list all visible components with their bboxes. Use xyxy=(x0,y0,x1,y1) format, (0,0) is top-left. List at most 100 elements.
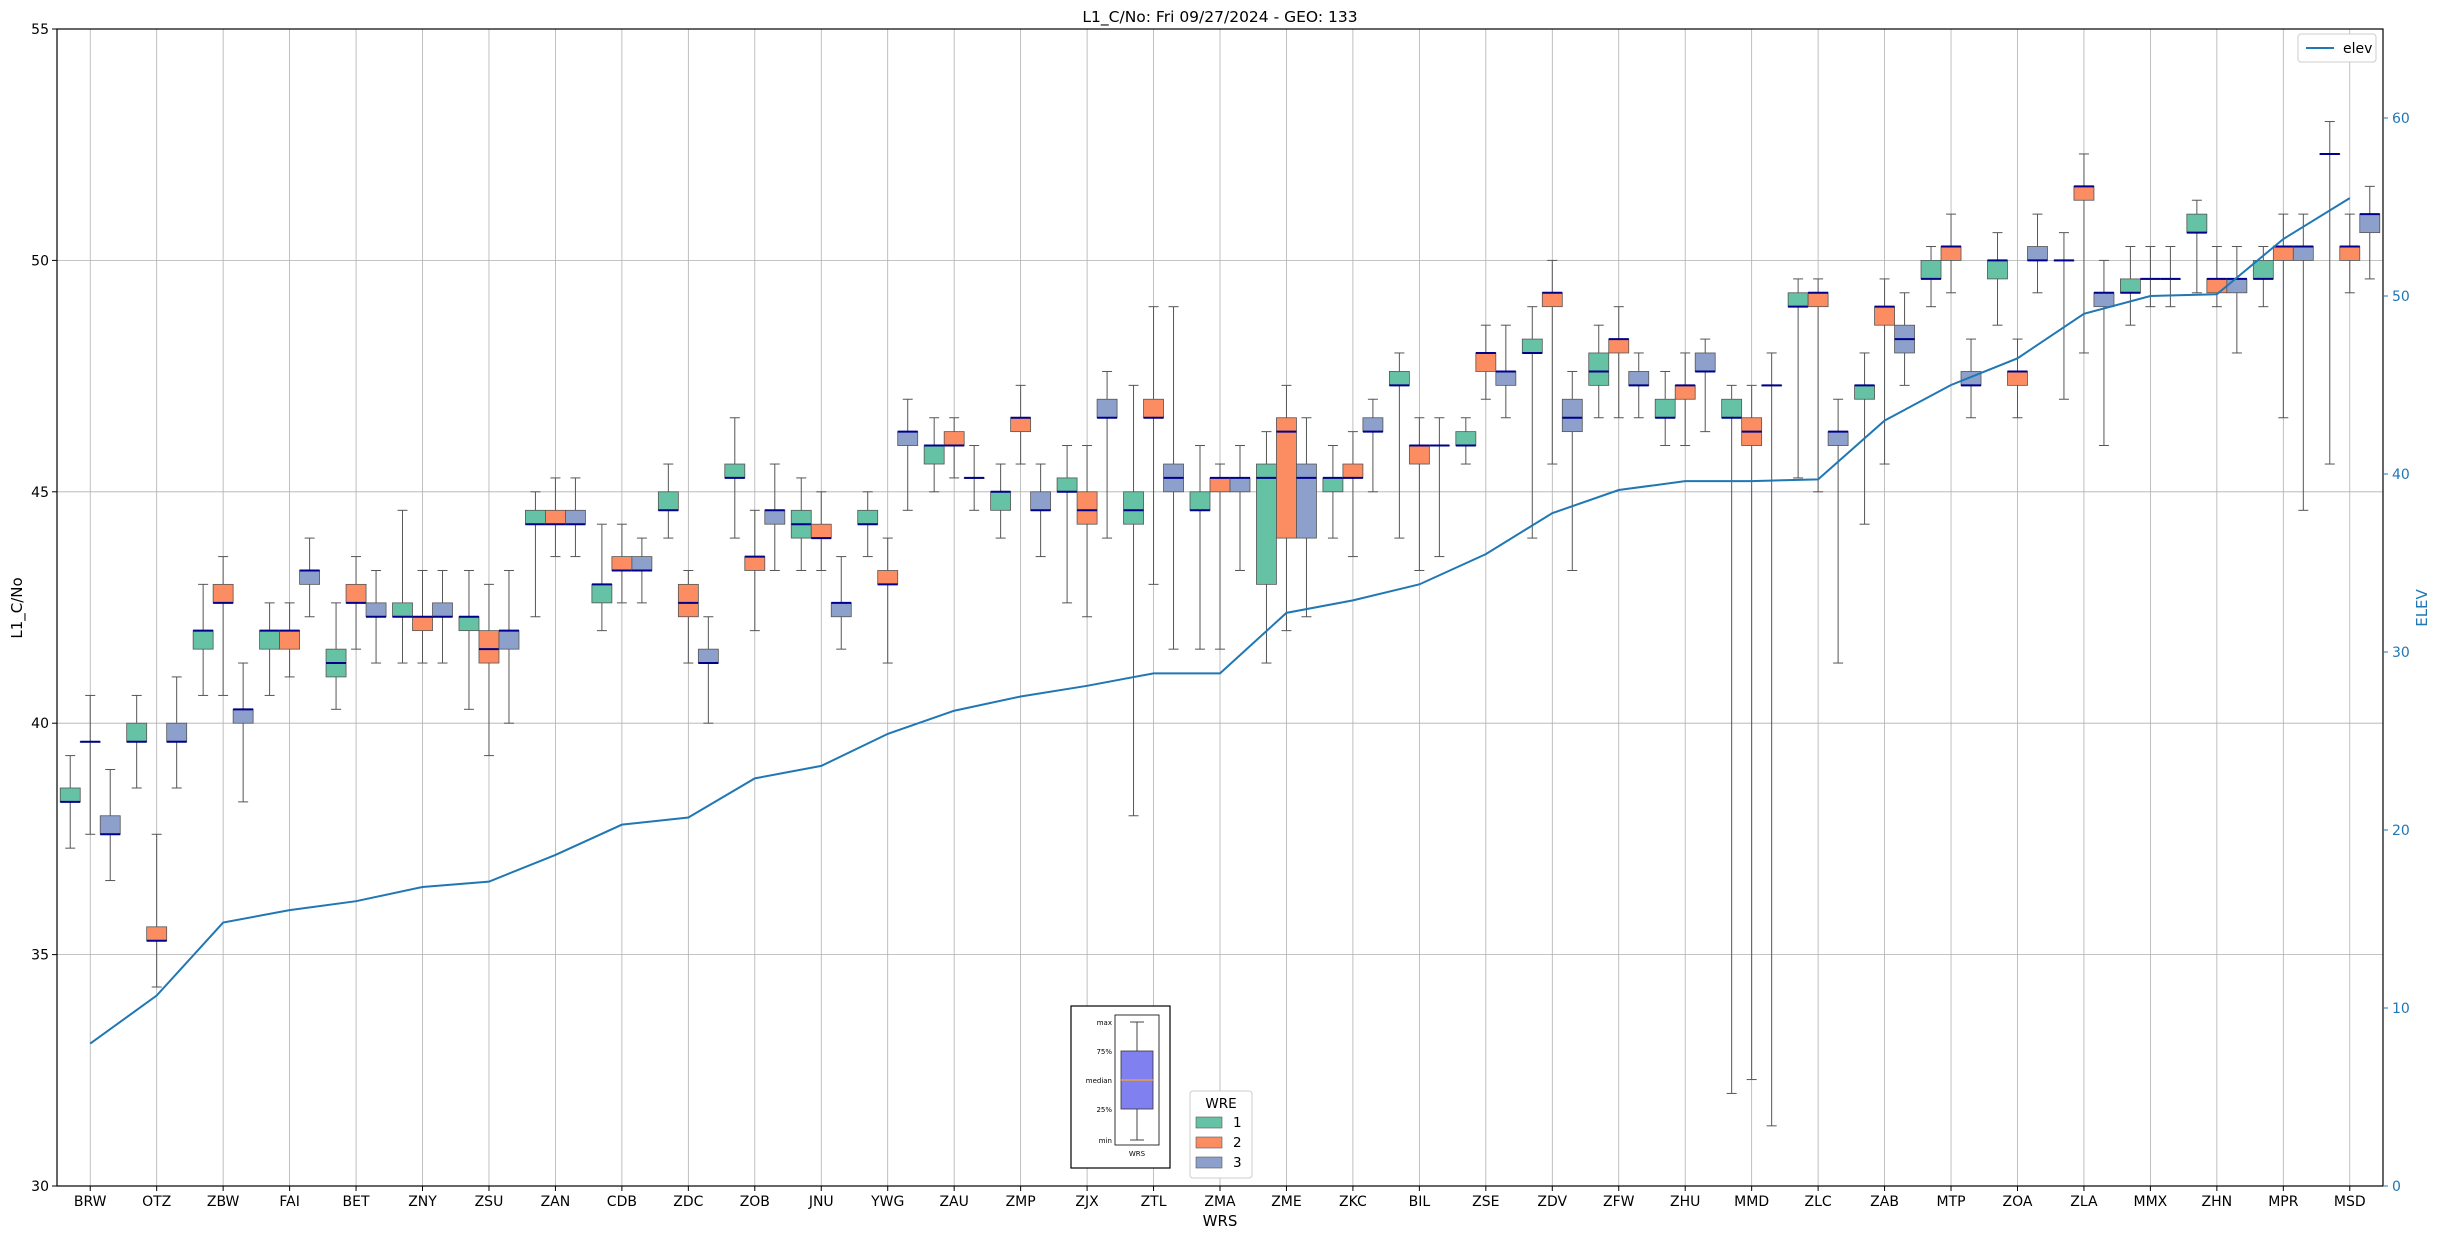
inset-x-label: WRS xyxy=(1129,1150,1146,1158)
box-1 xyxy=(2252,259,2274,280)
x-tick-label: ZHU xyxy=(1670,1194,1700,1210)
box-2 xyxy=(2272,246,2294,261)
box-2 xyxy=(744,556,766,571)
box-2 xyxy=(810,523,832,539)
x-tick-label: MMX xyxy=(2134,1194,2168,1210)
box-3 xyxy=(1296,463,1317,539)
box-2 xyxy=(1674,384,1696,400)
y-tick-label: 30 xyxy=(31,1179,49,1195)
box-1 xyxy=(59,787,81,803)
x-tick-label: ZOB xyxy=(740,1194,770,1210)
x-tick-label: ZFW xyxy=(1603,1194,1635,1210)
box-2 xyxy=(1475,352,1497,372)
y-tick-label: 35 xyxy=(31,948,49,964)
box-1 xyxy=(192,630,214,650)
wre-legend-swatch xyxy=(1195,1156,1223,1169)
box-2 xyxy=(1209,477,1231,493)
y-axis-label: L1_C/No xyxy=(8,577,27,638)
x-tick-label: YWG xyxy=(870,1194,904,1210)
x-tick-label: FAI xyxy=(279,1194,299,1210)
box-2 xyxy=(1807,292,1829,308)
x-tick-label: ZDC xyxy=(673,1194,703,1210)
y2-tick-label: 30 xyxy=(2392,645,2410,661)
box-3 xyxy=(1030,491,1052,511)
box-1 xyxy=(1787,292,1809,308)
y2-tick-label: 50 xyxy=(2392,289,2410,305)
box-3 xyxy=(166,722,188,743)
box-1 xyxy=(392,602,413,618)
x-tick-label: BRW xyxy=(74,1194,107,1210)
box-1 xyxy=(1521,338,1543,354)
x-tick-label: ZAU xyxy=(939,1194,968,1210)
x-axis: BRW OTZ ZBW FAI BET ZNY ZSU ZAN CDB ZDC ZOB JNU YWG Z… xyxy=(74,1186,2366,1210)
x-tick-label: ZTL xyxy=(1141,1194,1167,1210)
box-1 xyxy=(1854,384,1875,400)
x-axis-label: WRS xyxy=(1203,1212,1238,1230)
box-1 xyxy=(657,491,679,511)
box-2 xyxy=(478,630,500,664)
inset-label-median: median xyxy=(1086,1077,1112,1085)
box-3 xyxy=(2093,292,2115,308)
box-2 xyxy=(212,583,234,604)
box-2 xyxy=(1342,463,1364,479)
x-tick-label: ZLA xyxy=(2070,1194,2098,1210)
box-3 xyxy=(1229,477,1251,493)
box-1 xyxy=(1920,259,1942,280)
box-2 xyxy=(1010,417,1032,433)
x-tick-label: ZSU xyxy=(475,1194,504,1210)
x-tick-label: OTZ xyxy=(142,1194,171,1210)
x-tick-label: ZNY xyxy=(408,1194,437,1210)
box-3 xyxy=(299,570,321,585)
box-3 xyxy=(99,815,121,835)
y2-axis-label: ELEV xyxy=(2413,588,2431,626)
box-2 xyxy=(279,630,301,650)
box-2 xyxy=(2007,371,2028,386)
box-3 xyxy=(2027,246,2048,261)
box-2 xyxy=(545,509,566,525)
x-tick-label: MMD xyxy=(1734,1194,1769,1210)
box-2 xyxy=(611,556,633,571)
x-tick-label: ZOA xyxy=(2003,1194,2033,1210)
box-2 xyxy=(877,570,899,585)
box-3 xyxy=(498,630,520,650)
wre-legend-frame xyxy=(1189,1090,1253,1179)
wre-legend-label: 2 xyxy=(1233,1135,1242,1151)
box-3 xyxy=(1362,417,1384,433)
box-3 xyxy=(830,602,852,618)
box-1 xyxy=(1654,398,1676,419)
x-tick-label: ZMA xyxy=(1204,1194,1236,1210)
wre-legend-label: 3 xyxy=(1233,1155,1242,1171)
box-2 xyxy=(1143,398,1164,419)
box-1 xyxy=(1123,491,1144,525)
box-1 xyxy=(1256,463,1277,585)
box-2 xyxy=(1541,292,1563,308)
box-1 xyxy=(2119,278,2141,294)
box-1 xyxy=(259,630,281,650)
box-3 xyxy=(697,648,719,664)
x-tick-label: ZBW xyxy=(207,1194,240,1210)
wre-legend-swatch xyxy=(1195,1116,1223,1129)
x-tick-label: ZMP xyxy=(1006,1194,1036,1210)
x-tick-label: MTP xyxy=(1936,1194,1965,1210)
box-3 xyxy=(1628,371,1650,386)
box-3 xyxy=(432,602,453,618)
y-tick-label: 55 xyxy=(31,22,49,38)
x-tick-label: MSD xyxy=(2334,1194,2366,1210)
x-tick-label: ZAB xyxy=(1870,1194,1899,1210)
box-1 xyxy=(525,509,546,525)
box-series xyxy=(59,121,2381,1127)
inset-label-min: min xyxy=(1099,1137,1112,1145)
box-3 xyxy=(1495,371,1517,386)
box-2 xyxy=(1608,338,1630,354)
box-3 xyxy=(232,708,254,724)
box-2 xyxy=(146,926,168,942)
box-2 xyxy=(943,431,965,446)
box-3 xyxy=(565,509,586,525)
x-tick-label: ZLC xyxy=(1805,1194,1832,1210)
box-1 xyxy=(1455,431,1477,446)
y-tick-label: 45 xyxy=(31,485,49,501)
box-1 xyxy=(126,722,148,743)
box-1 xyxy=(458,616,480,632)
box-3 xyxy=(2226,278,2248,294)
